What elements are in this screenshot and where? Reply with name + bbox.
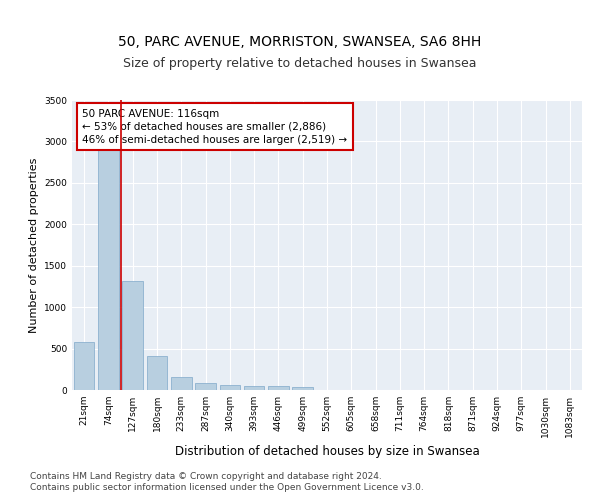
Bar xyxy=(122,282,143,390)
Text: 50, PARC AVENUE, MORRISTON, SWANSEA, SA6 8HH: 50, PARC AVENUE, MORRISTON, SWANSEA, SA6… xyxy=(118,35,482,49)
Bar xyxy=(292,386,313,390)
Y-axis label: Number of detached properties: Number of detached properties xyxy=(29,158,38,332)
X-axis label: Distribution of detached houses by size in Swansea: Distribution of detached houses by size … xyxy=(175,446,479,458)
Bar xyxy=(146,356,167,390)
Bar xyxy=(244,386,265,390)
Bar xyxy=(220,385,240,390)
Text: Contains HM Land Registry data © Crown copyright and database right 2024.: Contains HM Land Registry data © Crown c… xyxy=(30,472,382,481)
Text: Contains public sector information licensed under the Open Government Licence v3: Contains public sector information licen… xyxy=(30,484,424,492)
Bar xyxy=(74,342,94,390)
Bar xyxy=(268,386,289,390)
Text: 50 PARC AVENUE: 116sqm
← 53% of detached houses are smaller (2,886)
46% of semi-: 50 PARC AVENUE: 116sqm ← 53% of detached… xyxy=(82,108,347,145)
Text: Size of property relative to detached houses in Swansea: Size of property relative to detached ho… xyxy=(123,58,477,70)
Bar xyxy=(171,377,191,390)
Bar xyxy=(98,150,119,390)
Bar xyxy=(195,384,216,390)
